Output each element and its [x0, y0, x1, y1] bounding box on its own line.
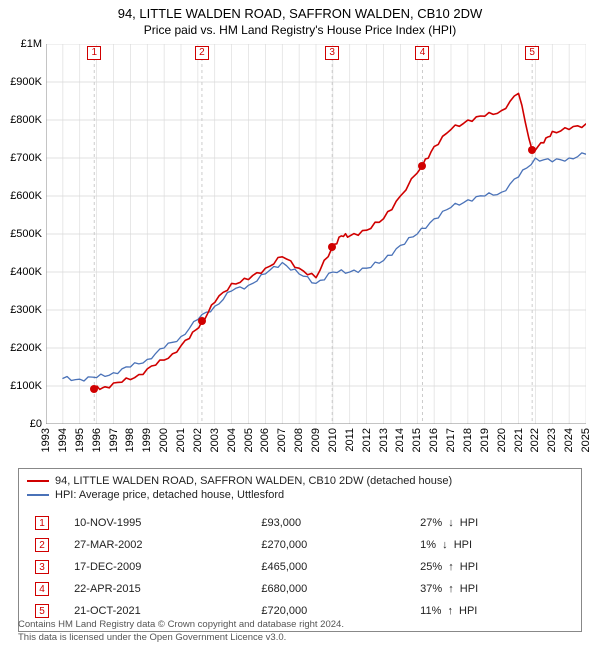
xtick-label: 1999: [141, 428, 153, 452]
xtick-label: 2023: [546, 428, 558, 452]
sale-row: 2 27-MAR-2002£270,0001% ↓ HPI: [29, 535, 571, 555]
sale-marker-box: 2: [195, 46, 209, 60]
sale-date: 10-NOV-1995: [68, 513, 253, 533]
sale-row: 3 17-DEC-2009£465,00025% ↑ HPI: [29, 557, 571, 577]
xtick-label: 2001: [175, 428, 187, 452]
xtick-label: 2024: [563, 428, 575, 452]
legend-row-price: 94, LITTLE WALDEN ROAD, SAFFRON WALDEN, …: [27, 475, 573, 487]
sale-row: 4 22-APR-2015£680,00037% ↑ HPI: [29, 579, 571, 599]
xtick-label: 1998: [124, 428, 136, 452]
sale-price: £93,000: [255, 513, 412, 533]
xtick-label: 2000: [158, 428, 170, 452]
sale-row: 1 10-NOV-1995£93,00027% ↓ HPI: [29, 513, 571, 533]
xtick-label: 2005: [243, 428, 255, 452]
sale-dot: [418, 162, 426, 170]
xtick-label: 2012: [361, 428, 373, 452]
legend-label-price: 94, LITTLE WALDEN ROAD, SAFFRON WALDEN, …: [55, 475, 452, 487]
sale-dot: [198, 317, 206, 325]
xtick-label: 2002: [192, 428, 204, 452]
legend-label-hpi: HPI: Average price, detached house, Uttl…: [55, 489, 284, 501]
sale-dot: [328, 243, 336, 251]
sale-diff: 11% ↑ HPI: [414, 601, 571, 621]
xtick-label: 2021: [513, 428, 525, 452]
xtick-label: 2015: [411, 428, 423, 452]
title-main: 94, LITTLE WALDEN ROAD, SAFFRON WALDEN, …: [0, 0, 600, 21]
sale-date: 21-OCT-2021: [68, 601, 253, 621]
ytick-label: £500K: [10, 228, 42, 240]
footer: Contains HM Land Registry data © Crown c…: [18, 619, 582, 644]
sale-price: £465,000: [255, 557, 412, 577]
chart-container: 94, LITTLE WALDEN ROAD, SAFFRON WALDEN, …: [0, 0, 600, 650]
xtick-label: 1996: [91, 428, 103, 452]
footer-line2: This data is licensed under the Open Gov…: [18, 632, 286, 643]
xtick-label: 2016: [428, 428, 440, 452]
xtick-label: 2008: [293, 428, 305, 452]
sale-dot: [90, 385, 98, 393]
xtick-label: 1997: [108, 428, 120, 452]
sale-index-box: 2: [35, 538, 49, 552]
xtick-label: 2020: [496, 428, 508, 452]
xtick-label: 1994: [57, 428, 69, 452]
sale-index-box: 5: [35, 604, 49, 618]
xtick-label: 1993: [40, 428, 52, 452]
ytick-label: £900K: [10, 76, 42, 88]
legend-line-hpi: [27, 494, 49, 496]
ytick-label: £700K: [10, 152, 42, 164]
sale-diff: 37% ↑ HPI: [414, 579, 571, 599]
xtick-label: 2018: [462, 428, 474, 452]
sale-marker-box: 1: [87, 46, 101, 60]
ytick-label: £1M: [21, 38, 42, 50]
sale-marker-box: 3: [325, 46, 339, 60]
legend-line-price: [27, 480, 49, 482]
sale-date: 17-DEC-2009: [68, 557, 253, 577]
xtick-label: 2009: [310, 428, 322, 452]
legend-row-hpi: HPI: Average price, detached house, Uttl…: [27, 489, 573, 501]
ytick-label: £600K: [10, 190, 42, 202]
arrow-up-icon: ↑: [448, 583, 454, 595]
sale-marker-box: 4: [415, 46, 429, 60]
ytick-label: £400K: [10, 266, 42, 278]
ytick-label: £200K: [10, 342, 42, 354]
xtick-label: 2010: [327, 428, 339, 452]
sale-diff: 25% ↑ HPI: [414, 557, 571, 577]
lower-panel: 94, LITTLE WALDEN ROAD, SAFFRON WALDEN, …: [18, 468, 582, 632]
arrow-down-icon: ↓: [448, 517, 454, 529]
xtick-label: 1995: [74, 428, 86, 452]
xtick-label: 2003: [209, 428, 221, 452]
sale-diff: 1% ↓ HPI: [414, 535, 571, 555]
sale-date: 27-MAR-2002: [68, 535, 253, 555]
xtick-label: 2017: [445, 428, 457, 452]
xtick-label: 2019: [479, 428, 491, 452]
arrow-up-icon: ↑: [448, 561, 454, 573]
sale-price: £680,000: [255, 579, 412, 599]
xtick-label: 2014: [394, 428, 406, 452]
sale-index-box: 4: [35, 582, 49, 596]
ytick-label: £100K: [10, 380, 42, 392]
sale-marker-box: 5: [525, 46, 539, 60]
sale-index-box: 3: [35, 560, 49, 574]
arrow-down-icon: ↓: [442, 539, 448, 551]
ytick-label: £800K: [10, 114, 42, 126]
sale-price: £720,000: [255, 601, 412, 621]
xtick-label: 2011: [344, 428, 356, 452]
sale-diff: 27% ↓ HPI: [414, 513, 571, 533]
xtick-label: 2022: [529, 428, 541, 452]
xtick-label: 2013: [378, 428, 390, 452]
xtick-label: 2025: [580, 428, 592, 452]
arrow-up-icon: ↑: [447, 605, 453, 617]
plot-svg: [46, 44, 586, 424]
sale-dot: [528, 146, 536, 154]
sale-date: 22-APR-2015: [68, 579, 253, 599]
sales-table: 1 10-NOV-1995£93,00027% ↓ HPI 2 27-MAR-2002…: [27, 511, 573, 623]
footer-line1: Contains HM Land Registry data © Crown c…: [18, 619, 344, 630]
xtick-label: 2007: [276, 428, 288, 452]
xtick-label: 2006: [259, 428, 271, 452]
ytick-label: £300K: [10, 304, 42, 316]
plot-area: [46, 44, 586, 424]
sale-row: 5 21-OCT-2021£720,00011% ↑ HPI: [29, 601, 571, 621]
sale-index-box: 1: [35, 516, 49, 530]
title-sub: Price paid vs. HM Land Registry's House …: [0, 21, 600, 43]
sale-price: £270,000: [255, 535, 412, 555]
xtick-label: 2004: [226, 428, 238, 452]
